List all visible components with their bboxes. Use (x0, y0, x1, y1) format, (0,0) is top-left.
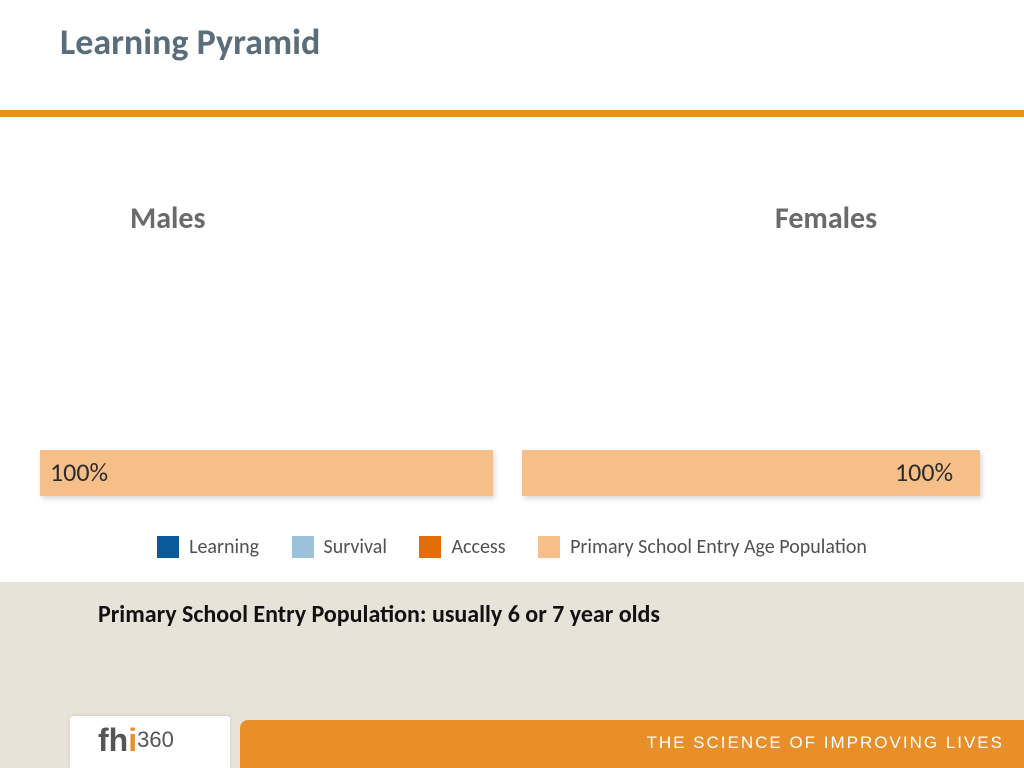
chart-area: Males Females 100% 100% Learning Surviva… (0, 130, 1024, 580)
legend-item-access: Access (419, 535, 505, 559)
legend-swatch (157, 536, 179, 558)
logo-part-fh: fh (98, 722, 128, 758)
legend-swatch (419, 536, 441, 558)
legend-label: Primary School Entry Age Population (570, 535, 867, 559)
legend-item-survival: Survival (292, 535, 387, 559)
legend-item-learning: Learning (157, 535, 259, 559)
note-text: Primary School Entry Population: usually… (98, 600, 660, 629)
title-divider (0, 110, 1024, 117)
bar-value-females: 100% (895, 456, 953, 488)
logo-part-360: 360 (137, 727, 174, 752)
legend-item-entry-age: Primary School Entry Age Population (538, 535, 867, 559)
legend-swatch (538, 536, 560, 558)
legend-label: Survival (324, 535, 387, 559)
logo-part-i: i (128, 722, 137, 758)
footer-tagline: THE SCIENCE OF IMPROVING LIVES (646, 733, 1004, 753)
legend-label: Learning (189, 535, 259, 559)
slide-title: Learning Pyramid (60, 20, 320, 64)
legend-label: Access (451, 535, 505, 559)
legend: Learning Survival Access Primary School … (0, 535, 1024, 564)
fhi360-logo: fhi360 (98, 722, 174, 759)
legend-swatch (292, 536, 314, 558)
bar-value-males: 100% (50, 456, 108, 488)
column-label-males: Males (130, 200, 205, 237)
column-label-females: Females (775, 200, 877, 237)
